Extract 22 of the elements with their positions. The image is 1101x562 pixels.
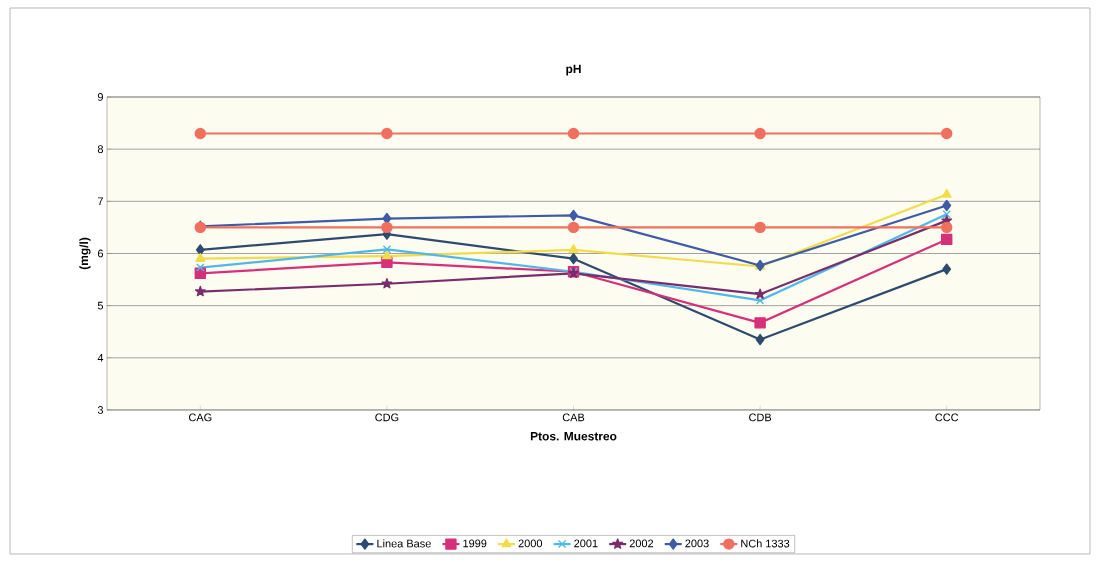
legend-label: NCh 1333 bbox=[741, 539, 790, 548]
legend-label: 2001 bbox=[574, 539, 598, 548]
y-tick-label: 8 bbox=[97, 145, 103, 154]
y-tick-label: 4 bbox=[97, 354, 104, 362]
legend-label: 1999 bbox=[463, 539, 487, 548]
x-tick-label: CDG bbox=[375, 413, 399, 422]
legend-label: 2002 bbox=[629, 539, 654, 548]
x-tick-label: CAB bbox=[562, 413, 585, 422]
legend-label: Linea Base bbox=[377, 539, 431, 548]
x-tick-label: CAG bbox=[189, 413, 212, 422]
legend-label: 2000 bbox=[518, 539, 543, 548]
y-tick-label: 7 bbox=[97, 197, 103, 206]
x-tick-label: CDB bbox=[749, 413, 772, 422]
legend-label: 2003 bbox=[685, 539, 709, 548]
x-tick-label: CCC bbox=[935, 413, 959, 422]
y-axis-title: (mg/l) bbox=[79, 237, 91, 270]
x-axis-title: Ptos. Muestreo bbox=[530, 432, 617, 441]
chart-title: pH bbox=[566, 64, 581, 76]
y-tick-label: 5 bbox=[97, 301, 104, 310]
y-tick-label: 6 bbox=[97, 249, 103, 258]
y-tick-label: 9 bbox=[97, 93, 103, 101]
y-tick-label: 3 bbox=[97, 406, 103, 414]
